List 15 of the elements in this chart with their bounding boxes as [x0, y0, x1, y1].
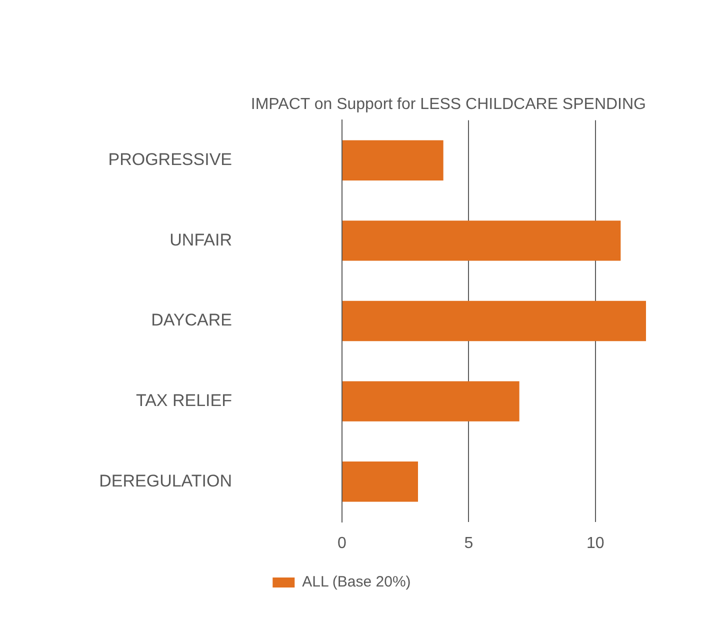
bar	[342, 381, 520, 422]
y-tick-label: UNFAIR	[170, 230, 232, 250]
x-tick-label: 5	[464, 534, 474, 552]
y-tick-label: DAYCARE	[151, 310, 232, 330]
y-tick-label: DEREGULATION	[99, 471, 232, 490]
bar	[342, 140, 444, 180]
legend-label: ALL (Base 20%)	[302, 574, 411, 591]
x-tick-label: 0	[338, 534, 347, 552]
y-tick-label: TAX RELIEF	[136, 391, 232, 410]
chart-title: IMPACT on Support for LESS CHILDCARE SPENDING	[250, 96, 646, 114]
bar	[342, 462, 418, 502]
bar	[342, 300, 646, 342]
bar	[342, 220, 621, 261]
y-tick-label: PROGRESSIVE	[108, 150, 232, 170]
x-tick-label: 10	[586, 534, 604, 552]
